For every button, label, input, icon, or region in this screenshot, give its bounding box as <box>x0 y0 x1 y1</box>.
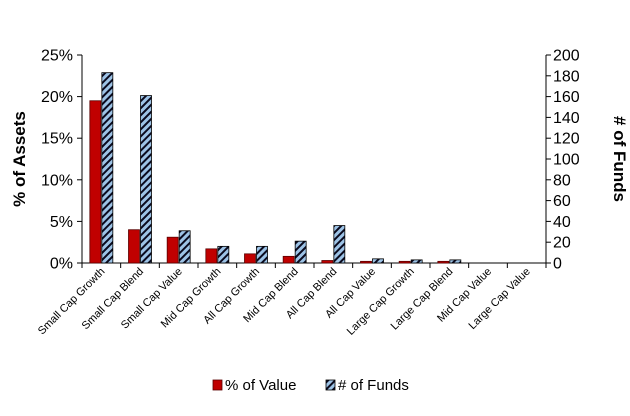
bar-num-funds[interactable] <box>178 230 191 264</box>
bar-num-funds[interactable] <box>217 245 230 264</box>
bar-pct-value[interactable] <box>128 229 140 264</box>
y-right-tick-label: 80 <box>553 172 571 189</box>
bar-num-funds[interactable] <box>410 259 423 264</box>
bar-pct-value[interactable] <box>89 100 102 264</box>
bar-pct-value[interactable] <box>205 248 218 264</box>
bar-num-funds[interactable] <box>294 240 307 264</box>
bar-num-funds[interactable] <box>256 245 268 264</box>
bar-pct-value[interactable] <box>244 253 256 264</box>
y-right-tick-label: 0 <box>553 256 562 273</box>
bar-pct-value[interactable] <box>398 260 411 264</box>
y-right-tick-label: 100 <box>553 152 580 169</box>
x-category-label: Small Cap Growth <box>36 266 108 338</box>
y-left-tick-label: 5% <box>50 214 73 231</box>
legend-label-num-funds: # of Funds <box>338 377 409 394</box>
legend-label-pct-value: % of Value <box>225 377 296 394</box>
y-right-axis-title: # of Funds <box>610 116 629 202</box>
bar-num-funds[interactable] <box>372 258 384 264</box>
bar-pct-value[interactable] <box>166 236 179 264</box>
y-left-tick-label: 10% <box>41 172 73 189</box>
y-left-axis-title: % of Assets <box>10 111 29 207</box>
y-left-tick-label: 20% <box>41 89 73 106</box>
y-right-tick-label: 20 <box>553 235 571 252</box>
y-right-tick-label: 40 <box>553 214 571 231</box>
x-category-label: Large Cap Growth <box>345 266 417 338</box>
y-right-tick-label: 200 <box>553 48 580 65</box>
legend-swatch-pct-value <box>212 379 223 391</box>
y-left-tick-label: 25% <box>41 48 73 65</box>
y-left-tick-label: 0% <box>50 256 73 273</box>
bar-num-funds[interactable] <box>140 95 152 264</box>
bar-pct-value[interactable] <box>321 260 334 264</box>
bar-pct-value[interactable] <box>282 255 295 264</box>
bar-pct-value[interactable] <box>437 260 450 264</box>
legend-swatch-num-funds <box>325 379 336 391</box>
bar-pct-value[interactable] <box>360 260 372 264</box>
bar-num-funds[interactable] <box>101 72 114 264</box>
y-right-tick-label: 120 <box>553 131 580 148</box>
y-right-tick-label: 160 <box>553 89 580 106</box>
y-right-tick-label: 60 <box>553 193 571 210</box>
y-left-tick-label: 15% <box>41 131 73 148</box>
y-right-tick-label: 140 <box>553 110 580 127</box>
y-right-tick-label: 180 <box>553 68 580 85</box>
bar-num-funds[interactable] <box>333 225 346 264</box>
bar-num-funds[interactable] <box>449 259 462 264</box>
